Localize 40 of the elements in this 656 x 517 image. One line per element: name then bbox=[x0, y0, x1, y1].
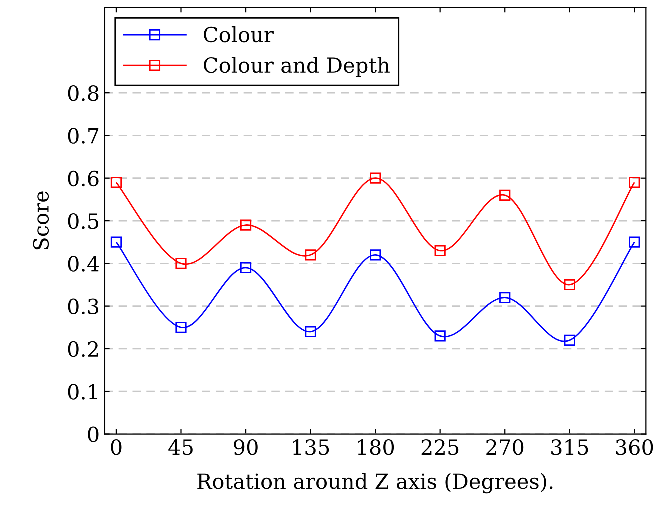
y-tick-label: 0.3 bbox=[68, 298, 99, 315]
point bbox=[434, 245, 446, 256]
y-tick-label: 0.2 bbox=[68, 341, 98, 358]
x-axis-title: Rotation around Z axis (Degrees). bbox=[198, 473, 553, 494]
point bbox=[176, 258, 187, 270]
point bbox=[305, 250, 316, 261]
point bbox=[110, 236, 122, 248]
point bbox=[240, 220, 252, 231]
point bbox=[370, 250, 382, 261]
y-tick-label: 0 bbox=[88, 426, 99, 442]
y-tick-label: 0.5 bbox=[68, 213, 98, 230]
y-tick-label: 0.1 bbox=[68, 384, 98, 400]
point bbox=[629, 177, 640, 188]
point bbox=[434, 330, 446, 342]
x-tick-label: 45 bbox=[168, 440, 193, 456]
point bbox=[500, 292, 511, 304]
point bbox=[500, 190, 511, 201]
point bbox=[629, 236, 640, 248]
x-tick-label: 315 bbox=[552, 440, 588, 456]
point bbox=[564, 334, 576, 346]
point bbox=[305, 326, 316, 338]
x-tick-label: 135 bbox=[293, 440, 330, 456]
point bbox=[370, 172, 382, 184]
x-tick-label: 0 bbox=[111, 440, 122, 456]
y-tick-label: 0.7 bbox=[68, 128, 99, 144]
y-tick-label: 0.8 bbox=[68, 86, 99, 102]
x-tick-label: 225 bbox=[422, 440, 459, 456]
point bbox=[564, 279, 576, 291]
legend-label: Colour and Depth bbox=[204, 57, 390, 78]
point bbox=[110, 177, 122, 188]
y-tick-label: 0.4 bbox=[68, 256, 100, 272]
x-tick-label: 180 bbox=[358, 440, 394, 456]
y-tick-label: 0.6 bbox=[68, 170, 99, 187]
x-tick-label: 360 bbox=[616, 440, 654, 456]
legend-label: Colour bbox=[204, 26, 274, 43]
y-axis-title: Score bbox=[33, 192, 50, 250]
x-tick-label: 90 bbox=[234, 440, 258, 456]
point bbox=[240, 262, 252, 274]
point bbox=[176, 322, 187, 334]
x-tick-label: 270 bbox=[486, 440, 524, 456]
